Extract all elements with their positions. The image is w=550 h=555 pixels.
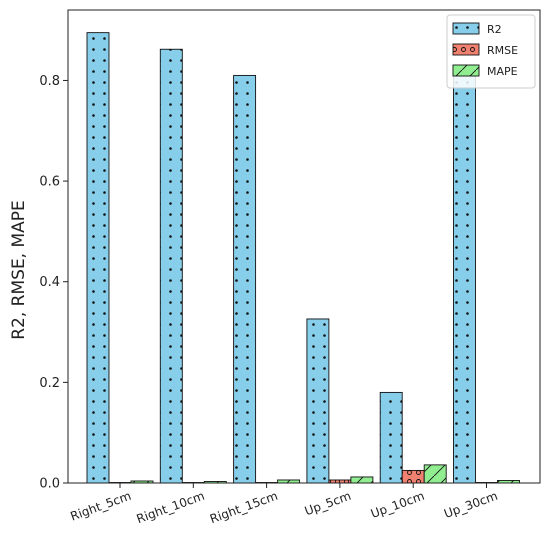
x-tick-label: Right_5cm	[69, 489, 133, 524]
x-tick-label: Right_15cm	[208, 489, 280, 526]
bar-r2-right_5cm	[86, 32, 110, 484]
bar-hatch	[423, 464, 447, 484]
y-tick-label: 0.8	[39, 74, 60, 89]
bar-r2-up_30cm	[453, 74, 476, 484]
bar-r2-right_10cm	[159, 48, 183, 484]
bar-hatch	[233, 74, 257, 484]
legend-swatch-hatch	[452, 43, 480, 56]
legend-entry-rmse: RMSE	[452, 43, 518, 57]
legend-entry-mape: MAPE	[452, 64, 518, 78]
y-tick-label: 0.6	[39, 175, 60, 190]
y-axis-title: R2, RMSE, MAPE	[9, 200, 29, 340]
x-tick-label: Up_30cm	[442, 489, 499, 521]
legend-label: RMSE	[487, 44, 518, 57]
bar-hatch	[379, 391, 403, 484]
legend-swatch-hatch	[452, 22, 480, 35]
bar-r2-right_15cm	[233, 74, 257, 484]
bar-rmse-up_10cm	[401, 469, 425, 484]
y-tick-label: 0.0	[39, 477, 60, 492]
axes-layer	[67, 9, 541, 484]
bar-hatch	[159, 48, 183, 484]
bars-layer	[86, 32, 520, 484]
bar-r2-up_10cm	[379, 391, 403, 484]
legend-label: MAPE	[487, 65, 518, 78]
legend: R2 RMSE MAPE	[446, 14, 536, 89]
bar-hatch	[401, 469, 425, 484]
bar-hatch	[306, 318, 330, 484]
bar-mape-up_5cm	[350, 476, 374, 484]
bar-r2-up_5cm	[306, 318, 330, 484]
plot-frame	[67, 9, 541, 484]
bar-hatch	[453, 74, 476, 484]
y-tick-label: 0.4	[39, 275, 60, 290]
x-tick-label: Up_5cm	[303, 489, 353, 519]
bar-mape-up_10cm	[423, 464, 447, 484]
legend-label: R2	[487, 23, 502, 36]
x-tick-label: Up_10cm	[369, 489, 426, 521]
y-tick-label: 0.2	[39, 376, 60, 391]
bar-hatch	[86, 32, 110, 484]
legend-swatch-hatch	[452, 64, 480, 77]
x-tick-label: Right_10cm	[135, 489, 207, 526]
bar-hatch	[350, 476, 374, 484]
legend-entry-r2: R2	[452, 22, 502, 36]
